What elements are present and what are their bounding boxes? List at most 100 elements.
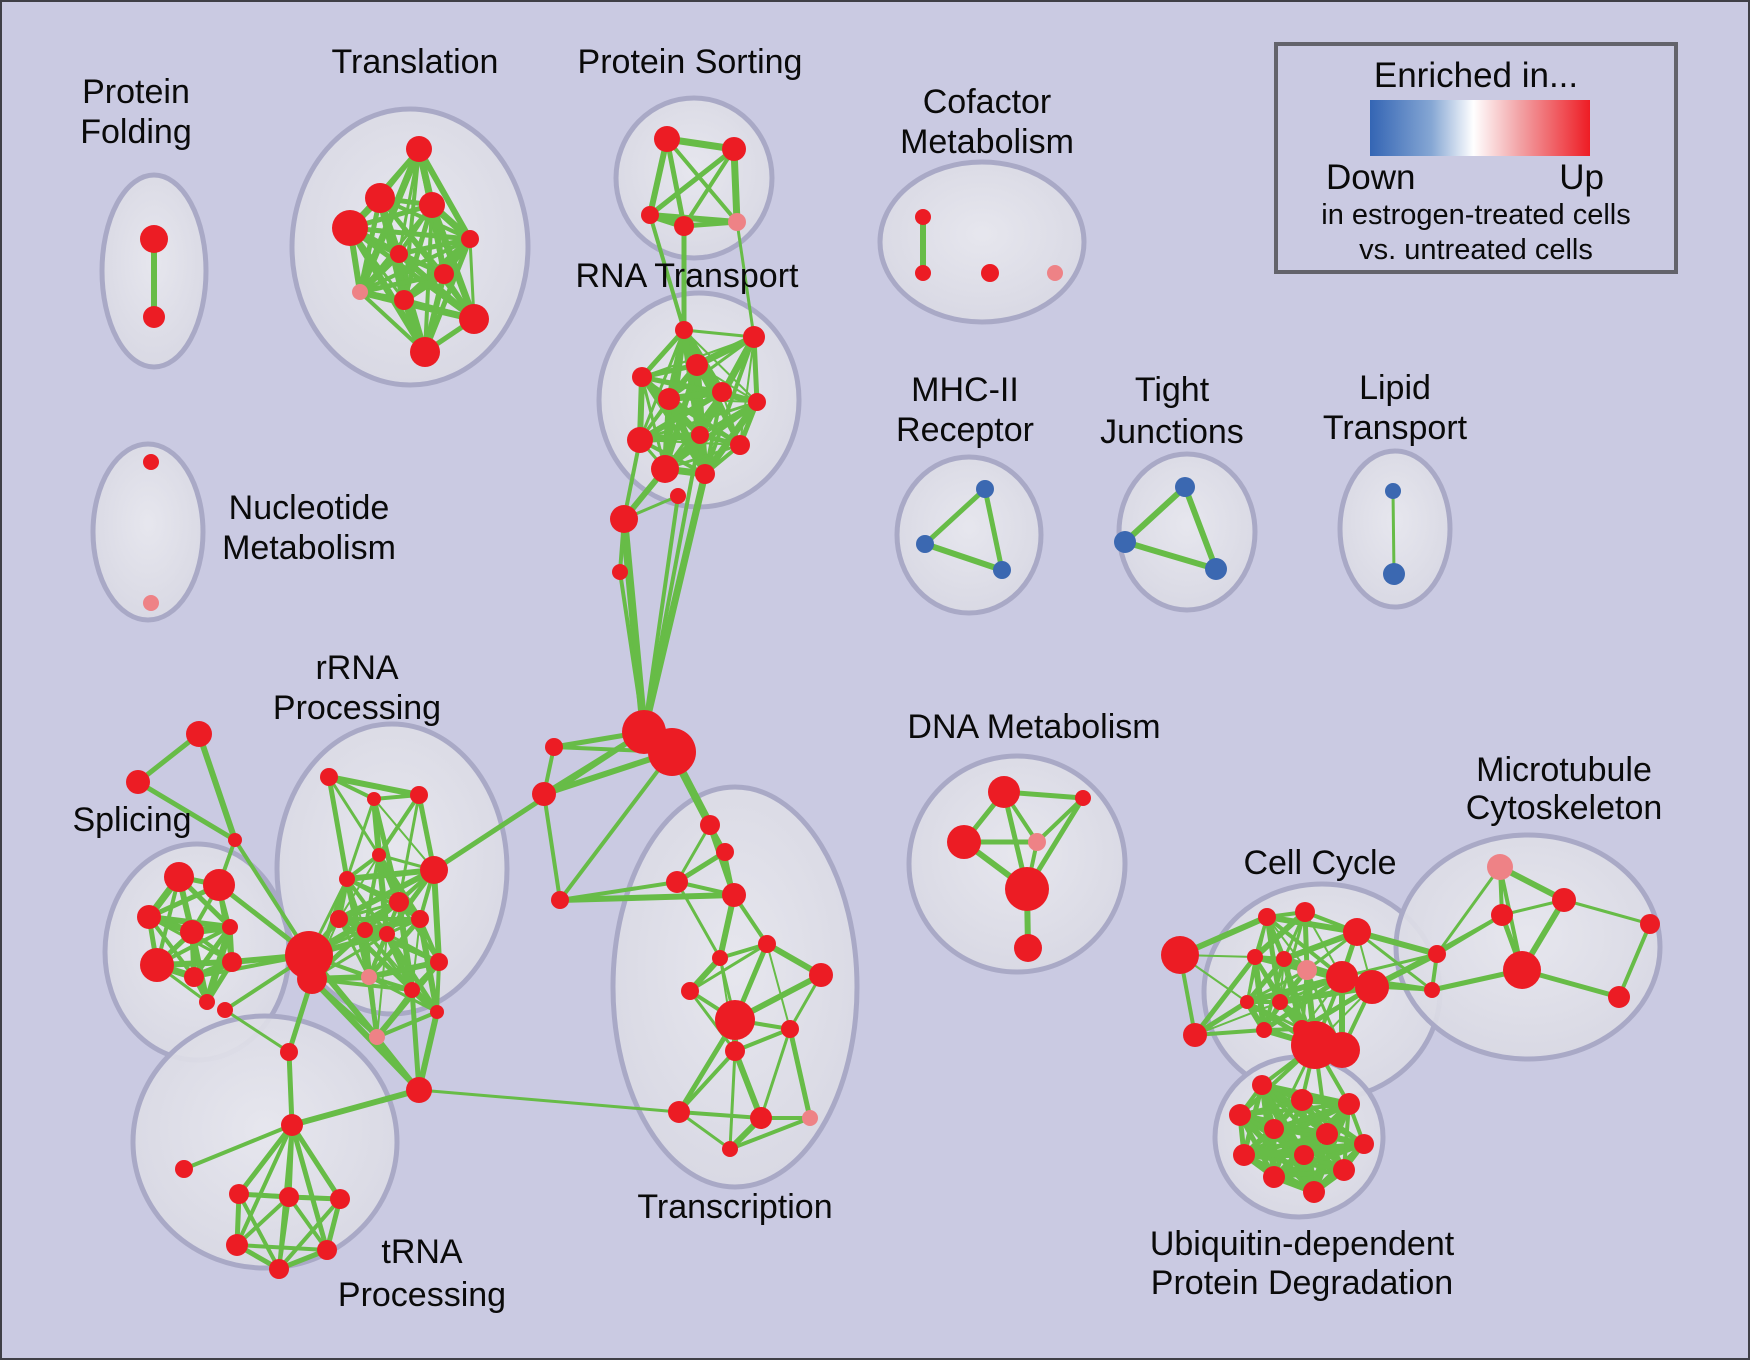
node-protein-sorting-3[interactable]	[674, 216, 694, 236]
node-rrna-processing-4[interactable]	[339, 871, 355, 887]
node-protein-sorting-0[interactable]	[654, 126, 680, 152]
node-translation-3[interactable]	[332, 210, 368, 246]
node-rrna-processing-2[interactable]	[410, 786, 428, 804]
node-central-hub-5[interactable]	[610, 505, 638, 533]
node-rrna-processing-0[interactable]	[320, 768, 338, 786]
node-trna-processing-2[interactable]	[229, 1184, 249, 1204]
node-translation-5[interactable]	[390, 245, 408, 263]
node-dna-metabolism-2[interactable]	[947, 825, 981, 859]
node-transcription-13[interactable]	[700, 815, 720, 835]
node-transcription-8[interactable]	[725, 1041, 745, 1061]
node-ubiquitin-degradation-0[interactable]	[1252, 1075, 1272, 1095]
node-translation-8[interactable]	[394, 290, 414, 310]
node-ubiquitin-degradation-1[interactable]	[1291, 1089, 1313, 1111]
node-mhc-ii-receptor-0[interactable]	[976, 480, 994, 498]
node-rrna-processing-14[interactable]	[430, 1005, 444, 1019]
node-protein-folding-0[interactable]	[140, 225, 168, 253]
node-transcription-3[interactable]	[712, 950, 728, 966]
node-splicing-1[interactable]	[203, 869, 235, 901]
node-dna-metabolism-3[interactable]	[1028, 833, 1046, 851]
node-rrna-processing-1[interactable]	[367, 792, 381, 806]
node-cell-cycle-3[interactable]	[1295, 902, 1315, 922]
node-translation-4[interactable]	[461, 230, 479, 248]
node-dna-metabolism-4[interactable]	[1005, 867, 1049, 911]
node-trna-processing-7[interactable]	[317, 1240, 337, 1260]
node-translation-7[interactable]	[352, 284, 368, 300]
node-splicing-8[interactable]	[199, 994, 215, 1010]
node-ubiquitin-degradation-7[interactable]	[1233, 1144, 1255, 1166]
node-trna-processing-1[interactable]	[175, 1160, 193, 1178]
node-dna-metabolism-1[interactable]	[1075, 790, 1091, 806]
node-cell-cycle-17[interactable]	[1424, 982, 1440, 998]
node-transcription-10[interactable]	[750, 1107, 772, 1129]
node-ubiquitin-degradation-3[interactable]	[1229, 1104, 1251, 1126]
node-cofactor-metabolism-1[interactable]	[915, 265, 931, 281]
node-cell-cycle-12[interactable]	[1256, 1022, 1272, 1038]
node-transcription-12[interactable]	[722, 1141, 738, 1157]
node-ubiquitin-degradation-9[interactable]	[1333, 1159, 1355, 1181]
node-rrna-processing-5[interactable]	[389, 892, 409, 912]
node-trna-processing-8[interactable]	[217, 1002, 233, 1018]
node-trna-processing-5[interactable]	[226, 1234, 248, 1256]
node-rrna-processing-9[interactable]	[357, 922, 373, 938]
node-microtubule-cytoskeleton-5[interactable]	[1640, 914, 1660, 934]
node-central-hub-6[interactable]	[670, 488, 686, 504]
node-tight-junctions-2[interactable]	[1205, 558, 1227, 580]
node-rna-transport-9[interactable]	[730, 435, 750, 455]
node-mhc-ii-receptor-2[interactable]	[993, 561, 1011, 579]
node-transcription-11[interactable]	[802, 1110, 818, 1126]
node-cell-cycle-5[interactable]	[1247, 949, 1263, 965]
node-ubiquitin-degradation-5[interactable]	[1316, 1123, 1338, 1145]
node-translation-0[interactable]	[406, 136, 432, 162]
node-cofactor-metabolism-3[interactable]	[1047, 265, 1063, 281]
node-cell-cycle-7[interactable]	[1297, 960, 1317, 980]
node-splicing-satellite-2[interactable]	[228, 833, 242, 847]
node-dna-metabolism-5[interactable]	[1014, 934, 1042, 962]
node-mhc-ii-receptor-1[interactable]	[916, 535, 934, 553]
node-rrna-processing-16[interactable]	[406, 1077, 432, 1103]
node-protein-sorting-2[interactable]	[641, 206, 659, 224]
node-trna-processing-0[interactable]	[281, 1114, 303, 1136]
node-ubiquitin-degradation-10[interactable]	[1263, 1166, 1285, 1188]
node-cell-cycle-4[interactable]	[1343, 918, 1371, 946]
node-transcription-7[interactable]	[781, 1020, 799, 1038]
node-rna-transport-5[interactable]	[712, 382, 732, 402]
node-rrna-processing-8[interactable]	[330, 910, 348, 928]
node-splicing-satellite-0[interactable]	[186, 721, 212, 747]
node-rna-transport-3[interactable]	[632, 367, 652, 387]
node-ubiquitin-degradation-2[interactable]	[1338, 1093, 1360, 1115]
node-protein-folding-1[interactable]	[143, 306, 165, 328]
node-transcription-4[interactable]	[809, 963, 833, 987]
node-microtubule-cytoskeleton-3[interactable]	[1503, 951, 1541, 989]
node-trna-processing-3[interactable]	[279, 1187, 299, 1207]
node-ubiquitin-degradation-6[interactable]	[1354, 1134, 1374, 1154]
node-protein-sorting-1[interactable]	[722, 137, 746, 161]
node-rna-transport-6[interactable]	[748, 393, 766, 411]
node-rna-transport-7[interactable]	[627, 427, 653, 453]
node-lipid-transport-0[interactable]	[1385, 483, 1401, 499]
node-splicing-2[interactable]	[137, 905, 161, 929]
node-cofactor-metabolism-2[interactable]	[981, 264, 999, 282]
node-translation-1[interactable]	[365, 183, 395, 213]
node-trna-processing-6[interactable]	[269, 1259, 289, 1279]
node-rrna-processing-7[interactable]	[411, 910, 429, 928]
node-rrna-processing-15[interactable]	[369, 1029, 385, 1045]
node-central-hub-3[interactable]	[532, 782, 556, 806]
node-rrna-processing-18[interactable]	[297, 964, 327, 994]
node-translation-6[interactable]	[434, 264, 454, 284]
node-tight-junctions-0[interactable]	[1175, 477, 1195, 497]
node-ubiquitin-degradation-4[interactable]	[1264, 1119, 1284, 1139]
node-nucleotide-metabolism-0[interactable]	[143, 454, 159, 470]
node-rna-transport-4[interactable]	[658, 388, 680, 410]
node-rrna-processing-12[interactable]	[404, 982, 420, 998]
node-central-hub-2[interactable]	[545, 738, 563, 756]
node-rna-transport-1[interactable]	[743, 326, 765, 348]
node-rrna-processing-10[interactable]	[379, 926, 395, 942]
node-central-hub-1[interactable]	[648, 728, 696, 776]
node-splicing-6[interactable]	[222, 919, 238, 935]
node-cell-cycle-8[interactable]	[1326, 961, 1358, 993]
node-microtubule-cytoskeleton-0[interactable]	[1487, 854, 1513, 880]
node-lipid-transport-1[interactable]	[1383, 563, 1405, 585]
node-trna-processing-9[interactable]	[280, 1043, 298, 1061]
node-splicing-4[interactable]	[180, 920, 204, 944]
